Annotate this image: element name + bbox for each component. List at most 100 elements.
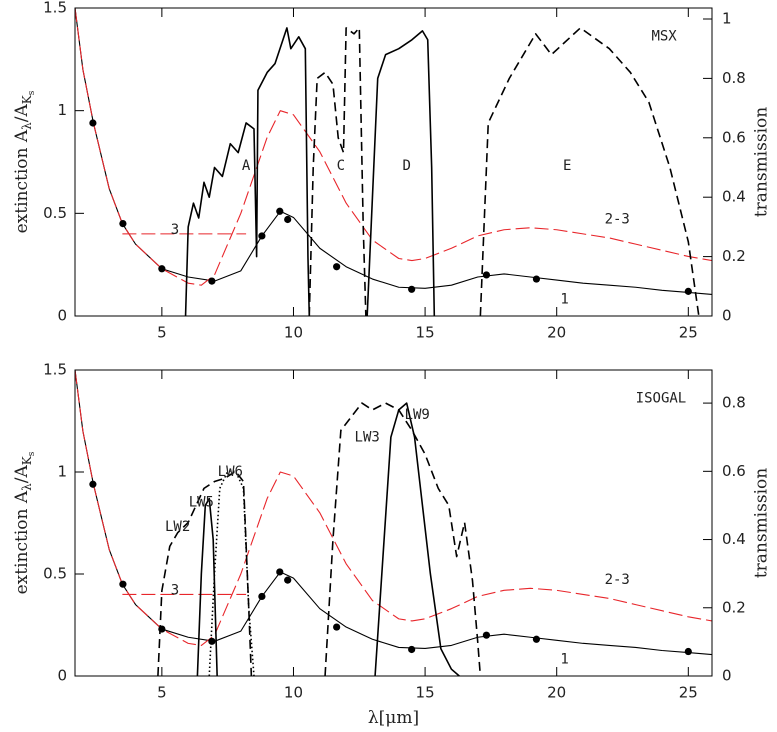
y-tick-label: 1 <box>57 463 67 481</box>
data-point <box>208 277 216 285</box>
y-tick-label: 0.5 <box>43 204 67 222</box>
x-tick-label: 10 <box>284 324 303 342</box>
data-point <box>284 576 292 584</box>
annotation: 2-3 <box>605 211 630 227</box>
x-tick-label: 15 <box>416 684 435 702</box>
annotation: LW3 <box>355 429 380 445</box>
y-axis-label-part: λ <box>20 483 34 491</box>
y-axis-label-part: s <box>27 451 37 456</box>
y-axis-label-part: K <box>20 94 34 104</box>
data-point <box>119 580 127 588</box>
plot-frame <box>74 7 713 317</box>
x-tick-label: 5 <box>157 684 167 702</box>
y-axis-label: extinction Aλ/AKs <box>12 451 37 594</box>
plot-area <box>75 8 712 316</box>
y-axis-label-part: extinction A <box>12 129 32 233</box>
data-point <box>258 592 266 601</box>
data-point <box>408 645 416 654</box>
y-tick-label: 0 <box>57 307 67 325</box>
data-point <box>284 215 292 224</box>
y2-tick-label: 1 <box>722 9 732 27</box>
transmission-curve <box>208 470 255 676</box>
transmission-curve <box>157 470 253 676</box>
y-tick-label: 1.5 <box>43 0 67 17</box>
x-tick-label: 25 <box>679 324 698 342</box>
extinction-curve <box>75 370 712 656</box>
x-axis-label-part: λ[ <box>368 708 385 728</box>
x-axis-label-part: μ <box>385 708 396 728</box>
y-tick-label: 1.5 <box>43 361 67 379</box>
data-point <box>158 625 166 633</box>
data-point <box>119 220 127 228</box>
data-point <box>408 285 416 293</box>
transmission-curve <box>479 27 700 316</box>
y2-axis-label: transmission <box>752 468 772 578</box>
transmission-curve <box>308 27 367 316</box>
transmission-curve <box>324 402 482 676</box>
y2-tick-label: 0 <box>722 307 732 325</box>
annotation: ISOGAL <box>636 391 687 407</box>
y-tick-label: 0 <box>57 667 67 685</box>
annotation: LW6 <box>218 464 243 480</box>
x-tick-label: 10 <box>284 684 303 702</box>
y2-tick-label: 0.4 <box>722 530 746 548</box>
x-tick-label: 25 <box>679 684 698 702</box>
x-axis-label-part: m] <box>396 708 419 728</box>
data-point <box>532 275 541 283</box>
plot-area <box>75 370 712 676</box>
data-point <box>89 480 97 488</box>
data-point <box>482 631 491 639</box>
y-axis-label-part: λ <box>20 122 34 130</box>
x-tick-label: 5 <box>157 324 167 342</box>
y-axis-label-part: K <box>20 455 34 465</box>
annotation: LW2 <box>165 519 190 535</box>
y-axis-label-part: extinction A <box>12 490 32 594</box>
annotation: A <box>242 158 251 174</box>
y-tick-label: 1 <box>57 101 67 119</box>
y-axis-label-part: /A <box>12 465 32 484</box>
data-point <box>276 568 284 576</box>
annotation: 3 <box>171 582 179 598</box>
data-point <box>89 119 97 127</box>
transmission-curve <box>184 27 311 316</box>
y2-tick-label: 0.2 <box>722 247 746 265</box>
data-point <box>684 647 692 656</box>
annotation: MSX <box>651 29 677 45</box>
y2-tick-label: 0.6 <box>722 462 746 480</box>
annotation: D <box>402 158 410 174</box>
y2-tick-label: 0 <box>722 667 732 685</box>
x-tick-label: 20 <box>547 324 566 342</box>
x-axis-label: λ[μm] <box>368 708 419 728</box>
x-tick-label: 20 <box>547 684 566 702</box>
annotation: LW9 <box>405 407 430 423</box>
y2-tick-label: 0.8 <box>722 394 746 412</box>
plot-frame <box>74 369 713 677</box>
y-axis-label-part: s <box>27 90 37 95</box>
extinction-curve <box>75 8 712 286</box>
data-point <box>258 232 266 240</box>
annotation: 1 <box>560 292 568 308</box>
data-point <box>532 635 541 643</box>
annotation: LW5 <box>189 495 214 511</box>
data-point <box>333 263 341 271</box>
annotation: E <box>563 158 571 174</box>
annotation: C <box>337 158 345 174</box>
annotation: 1 <box>560 652 568 668</box>
data-point <box>158 265 166 273</box>
data-point <box>333 623 341 631</box>
y-axis-label-part: /A <box>12 104 32 123</box>
data-point <box>684 287 692 295</box>
transmission-curve <box>366 30 436 316</box>
y-tick-label: 0.5 <box>43 565 67 583</box>
data-point <box>276 207 284 215</box>
y2-tick-label: 0.4 <box>722 188 746 206</box>
y2-axis-label: transmission <box>752 107 772 217</box>
transmission-curve <box>374 402 460 676</box>
y-axis-label: extinction Aλ/AKs <box>12 90 37 233</box>
x-tick-label: 15 <box>416 324 435 342</box>
data-point <box>208 637 216 645</box>
data-point <box>482 271 491 279</box>
y2-tick-label: 0.6 <box>722 128 746 146</box>
y2-tick-label: 0.8 <box>722 69 746 87</box>
